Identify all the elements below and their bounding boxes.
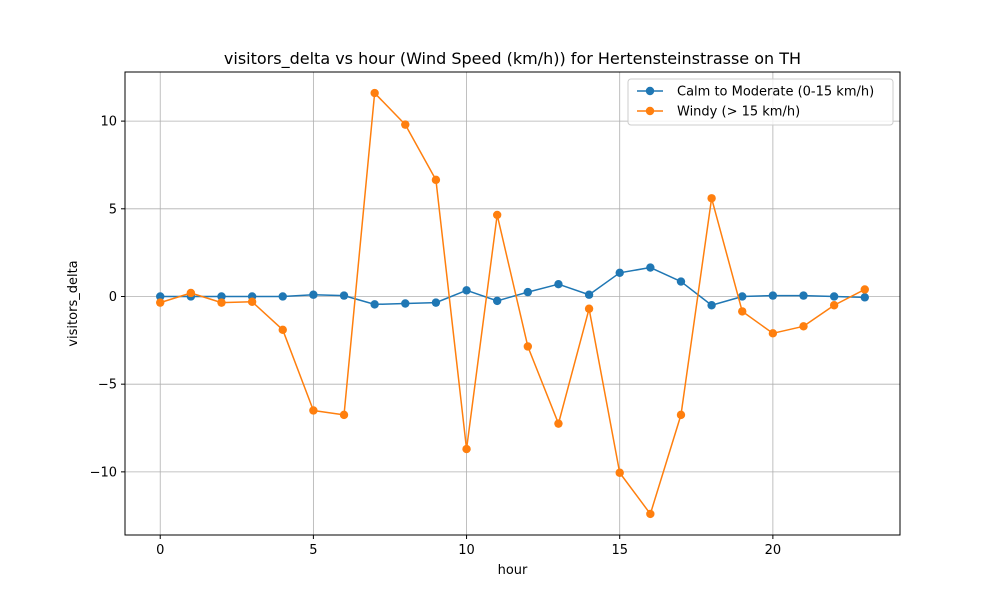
data-point <box>554 419 563 428</box>
axis-ticks: 0 5 10 15 20 −10 −5 0 5 10 <box>90 115 782 558</box>
series-line <box>160 92 866 515</box>
x-tick-label: 0 <box>156 543 164 558</box>
data-point <box>370 88 379 98</box>
data-point <box>768 329 778 338</box>
y-tick-label: 5 <box>109 202 117 217</box>
data-point <box>186 288 196 298</box>
data-point <box>462 286 471 295</box>
data-point <box>707 194 716 203</box>
data-point <box>278 292 287 301</box>
data-point <box>492 210 502 220</box>
data-point <box>799 291 808 300</box>
data-point <box>615 268 624 278</box>
data-point <box>492 296 502 306</box>
data-point <box>768 291 778 300</box>
data-point <box>554 280 563 289</box>
data-point <box>339 291 349 300</box>
legend-marker <box>645 106 655 116</box>
y-tick-label: −10 <box>90 465 117 480</box>
x-axis-label: hour <box>498 563 528 578</box>
data-point <box>401 299 410 308</box>
data-point <box>247 297 257 306</box>
data-point <box>860 285 869 294</box>
legend: Calm to Moderate (0-15 km/h) Windy (> 15 … <box>627 78 894 126</box>
data-point <box>431 175 441 185</box>
legend-label: Windy (> 15 km/h) <box>677 105 800 120</box>
data-point <box>584 304 594 313</box>
data-point <box>738 307 747 316</box>
data-point <box>615 468 624 477</box>
legend-frame <box>627 78 894 126</box>
y-tick-label: 0 <box>109 290 117 305</box>
data-point <box>738 292 747 301</box>
data-point <box>523 287 533 297</box>
data-point <box>829 301 839 310</box>
data-point <box>462 444 471 454</box>
chart-title: visitors_delta vs hour (Wind Speed (km/h… <box>224 49 801 69</box>
data-point <box>676 277 686 286</box>
data-point <box>860 293 869 302</box>
data-point <box>676 410 686 420</box>
legend-label: Calm to Moderate (0-15 km/h) <box>677 85 874 100</box>
data-point <box>309 290 318 299</box>
series-1 <box>156 88 869 519</box>
data-point <box>156 292 165 301</box>
y-axis-label: visitors_delta <box>66 260 81 346</box>
data-point <box>707 301 716 310</box>
x-tick-label: 10 <box>458 543 475 558</box>
data-point <box>309 406 318 415</box>
x-tick-label: 20 <box>765 543 782 558</box>
data-point <box>370 300 379 309</box>
data-point <box>217 292 226 301</box>
data-point <box>799 322 808 331</box>
data-point <box>401 120 410 129</box>
data-point <box>646 263 655 272</box>
series-line <box>160 266 865 306</box>
data-point <box>584 290 594 299</box>
data-point <box>278 325 287 335</box>
data-point <box>431 298 441 307</box>
x-tick-label: 15 <box>611 543 628 558</box>
data-point <box>523 342 533 351</box>
data-point <box>156 298 165 307</box>
data-point <box>217 298 226 307</box>
data-point <box>829 292 839 301</box>
y-tick-label: 10 <box>100 115 117 130</box>
y-tick-label: −5 <box>98 378 117 393</box>
plot-area-frame <box>124 71 901 536</box>
legend-marker <box>645 86 655 96</box>
x-tick-label: 5 <box>309 543 317 558</box>
data-point <box>339 410 349 420</box>
data-point <box>646 509 655 519</box>
series-group <box>156 88 869 519</box>
